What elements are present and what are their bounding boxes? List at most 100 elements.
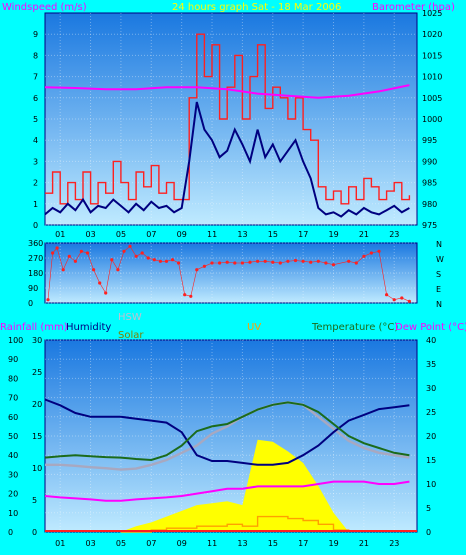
temp-y-tick: 10	[426, 480, 436, 489]
wind-y-tick: 9	[33, 30, 38, 39]
uv-series	[120, 515, 350, 533]
direction-y-tick: 0	[28, 299, 33, 308]
compass-letter: N	[436, 300, 442, 309]
solar-area	[120, 439, 349, 532]
windspeed-axis-label: Windspeed (m/s)	[2, 2, 87, 13]
barometer-series	[44, 84, 410, 99]
x-tick-label-p1: 19	[328, 230, 338, 239]
humidity-y-tick: 20	[8, 490, 18, 499]
wind-y-tick: 1	[33, 200, 38, 209]
wind-y-tick: 7	[33, 73, 38, 82]
temp-y-tick: 0	[426, 528, 431, 537]
x-tick-label-p3: 17	[298, 539, 308, 548]
baro-y-tick: 980	[422, 200, 437, 209]
temp-y-tick: 20	[426, 432, 436, 441]
wind-gust-series	[45, 33, 411, 205]
solar-label: Solar	[118, 330, 144, 341]
chart-title: 24 hours graph Sat - 18 Mar 2006	[172, 2, 341, 13]
x-tick-label-p3: 15	[268, 539, 278, 548]
hsw-label: HSW	[118, 312, 142, 323]
wind-y-tick: 0	[33, 221, 38, 230]
humidity-y-tick: 60	[8, 413, 18, 422]
humidity-y-tick: 0	[8, 528, 13, 537]
dewpoint-label: Dew Point (°C)	[395, 322, 466, 333]
x-tick-label-p1: 17	[298, 230, 308, 239]
rain-y-tick: 30	[32, 336, 42, 345]
temp-y-tick: 25	[426, 408, 436, 417]
dewpoint-series	[44, 480, 410, 502]
x-tick-label-p3: 11	[207, 539, 217, 548]
rain-y-tick: 20	[32, 400, 42, 409]
wind-y-tick: 4	[33, 136, 38, 145]
baro-y-tick: 995	[422, 136, 437, 145]
rain-y-tick: 0	[32, 528, 37, 537]
wind-y-tick: 5	[33, 115, 38, 124]
x-tick-label-p3: 05	[116, 539, 126, 548]
baro-y-tick: 1025	[422, 9, 442, 18]
x-tick-label-p1: 15	[268, 230, 278, 239]
x-tick-label-p3: 07	[146, 539, 156, 548]
humidity-series	[44, 398, 410, 466]
baro-y-tick: 990	[422, 157, 437, 166]
humidity-y-tick: 90	[8, 355, 18, 364]
x-tick-label-p3: 19	[328, 539, 338, 548]
barometer-axis-label: Barometer (hpa)	[372, 2, 455, 13]
humidity-y-tick: 30	[8, 470, 18, 479]
humidity-y-tick: 40	[8, 451, 18, 460]
compass-letter: W	[436, 255, 444, 264]
x-tick-label-p1: 01	[55, 230, 65, 239]
direction-series	[47, 245, 410, 302]
baro-y-tick: 1010	[422, 73, 442, 82]
x-tick-label-p3: 23	[389, 539, 399, 548]
baro-y-tick: 975	[422, 221, 437, 230]
wind-average-series	[44, 101, 410, 218]
x-tick-label-p1: 09	[177, 230, 187, 239]
tick-labels: 0101030305050707090911111313151517171919…	[8, 9, 444, 548]
wind-y-tick: 3	[33, 157, 38, 166]
rainfall-label: Rainfall (mm)	[0, 322, 68, 333]
direction-y-tick: 180	[28, 269, 43, 278]
wind-panel	[44, 12, 418, 226]
x-tick-label-p3: 03	[86, 539, 96, 548]
baro-y-tick: 1020	[422, 30, 442, 39]
temperature-label: Temperature (°C)	[311, 322, 398, 333]
x-tick-label-p1: 23	[389, 230, 399, 239]
direction-y-tick: 90	[28, 284, 38, 293]
x-tick-label-p1: 13	[237, 230, 247, 239]
humidity-y-tick: 80	[8, 374, 18, 383]
hsw-series	[45, 401, 410, 471]
rain-y-tick: 5	[32, 496, 37, 505]
temp-y-tick: 35	[426, 360, 436, 369]
wind-y-tick: 8	[33, 51, 38, 60]
baro-y-tick: 1015	[422, 51, 442, 60]
rain-y-tick: 15	[32, 432, 42, 441]
compass-letter: S	[436, 270, 441, 279]
x-tick-label-p3: 13	[237, 539, 247, 548]
humidity-y-tick: 70	[8, 394, 18, 403]
baro-y-tick: 1005	[422, 94, 442, 103]
compass-letter: N	[436, 240, 442, 249]
x-tick-label-p3: 09	[177, 539, 187, 548]
chart-marks	[44, 33, 417, 533]
x-tick-label-p1: 03	[86, 230, 96, 239]
humidity-label: Humidity	[66, 322, 111, 333]
humidity-y-tick: 50	[8, 432, 18, 441]
x-tick-label-p3: 21	[359, 539, 369, 548]
x-tick-label-p1: 11	[207, 230, 217, 239]
temp-y-tick: 40	[426, 336, 436, 345]
rain-y-tick: 25	[32, 368, 42, 377]
temperature-series	[44, 401, 410, 462]
rain-y-tick: 10	[32, 464, 42, 473]
x-tick-label-p1: 07	[146, 230, 156, 239]
wind-y-tick: 2	[33, 179, 38, 188]
baro-y-tick: 1000	[422, 115, 442, 124]
x-tick-label-p1: 05	[116, 230, 126, 239]
temp-y-tick: 5	[426, 504, 431, 513]
direction-y-tick: 270	[28, 254, 43, 263]
humidity-y-tick: 100	[8, 336, 23, 345]
uv-label: UV	[247, 322, 261, 333]
x-tick-label-p1: 21	[359, 230, 369, 239]
x-tick-label-p3: 01	[55, 539, 65, 548]
